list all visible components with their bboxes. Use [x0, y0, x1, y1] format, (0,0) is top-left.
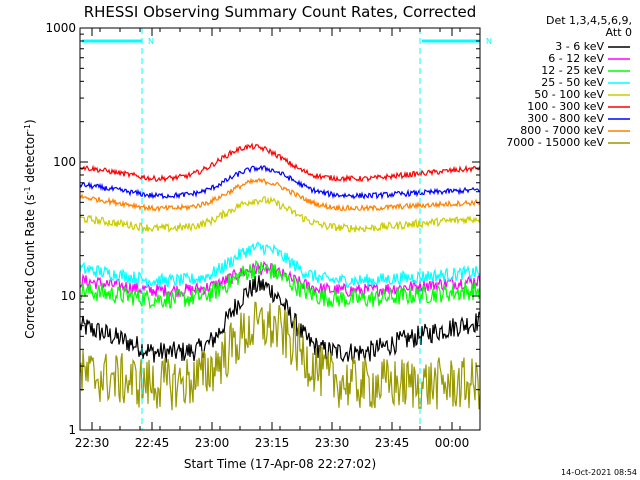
y-axis-label-sup2: -1 [23, 124, 32, 132]
x-axis-label: Start Time (17-Apr-08 22:27:02) [184, 457, 376, 471]
legend-label-3: 25 - 50 keV [541, 76, 604, 89]
legend-header-line-1: Det 1,3,4,5,6,9, [546, 14, 632, 27]
y-axis-label: Corrected Count Rate (s-1 detector-1) [23, 119, 38, 338]
y-axis: 1 10 100 1000 [45, 21, 480, 437]
y-axis-label-end: ) [23, 119, 37, 124]
legend-label-0: 3 - 6 keV [555, 40, 604, 53]
y-axis-label-mid: detector [23, 132, 37, 187]
legend-label-8: 7000 - 15000 keV [506, 136, 604, 149]
y-axis-label-sup1: -1 [23, 186, 32, 194]
legend-label-2: 12 - 25 keV [541, 64, 604, 77]
x-tick-label-2: 23:00 [195, 436, 230, 450]
x-tick-label-6: 00:00 [435, 436, 470, 450]
legend-label-7: 800 - 7000 keV [520, 124, 604, 137]
legend-label-6: 300 - 800 keV [527, 112, 604, 125]
legend-label-1: 6 - 12 keV [548, 52, 604, 65]
y-tick-label-0: 1 [68, 423, 76, 437]
series-line-4 [79, 195, 481, 234]
night-marker-0: N [148, 37, 154, 46]
x-tick-label-5: 23:45 [375, 436, 410, 450]
night-marker-1: N [486, 37, 492, 46]
x-axis: 22:30 22:45 23:00 23:15 23:30 23:45 00:00 [75, 28, 481, 450]
series-line-8 [79, 301, 481, 411]
footer-date: 14-Oct-2021 08:54 [561, 468, 637, 477]
y-tick-label-2: 100 [53, 155, 76, 169]
series-line-2 [79, 259, 481, 310]
legend-header-line-2: Att 0 [606, 26, 632, 39]
x-tick-label-0: 22:30 [75, 436, 110, 450]
chart-title: RHESSI Observing Summary Count Rates, Co… [84, 3, 477, 21]
series-layer [79, 142, 481, 411]
x-tick-label-3: 23:15 [255, 436, 290, 450]
series-line-0 [79, 275, 481, 365]
series-line-7 [79, 177, 481, 213]
legend-label-4: 50 - 100 keV [534, 88, 604, 101]
series-line-5 [79, 142, 481, 184]
legend-label-5: 100 - 300 keV [527, 100, 604, 113]
series-line-3 [79, 241, 481, 289]
x-tick-label-1: 22:45 [135, 436, 170, 450]
y-tick-label-3: 1000 [45, 21, 76, 35]
y-tick-label-1: 10 [61, 289, 76, 303]
series-line-6 [79, 164, 481, 200]
y-axis-label-main: Corrected Count Rate (s [23, 194, 37, 338]
x-tick-label-4: 23:30 [315, 436, 350, 450]
